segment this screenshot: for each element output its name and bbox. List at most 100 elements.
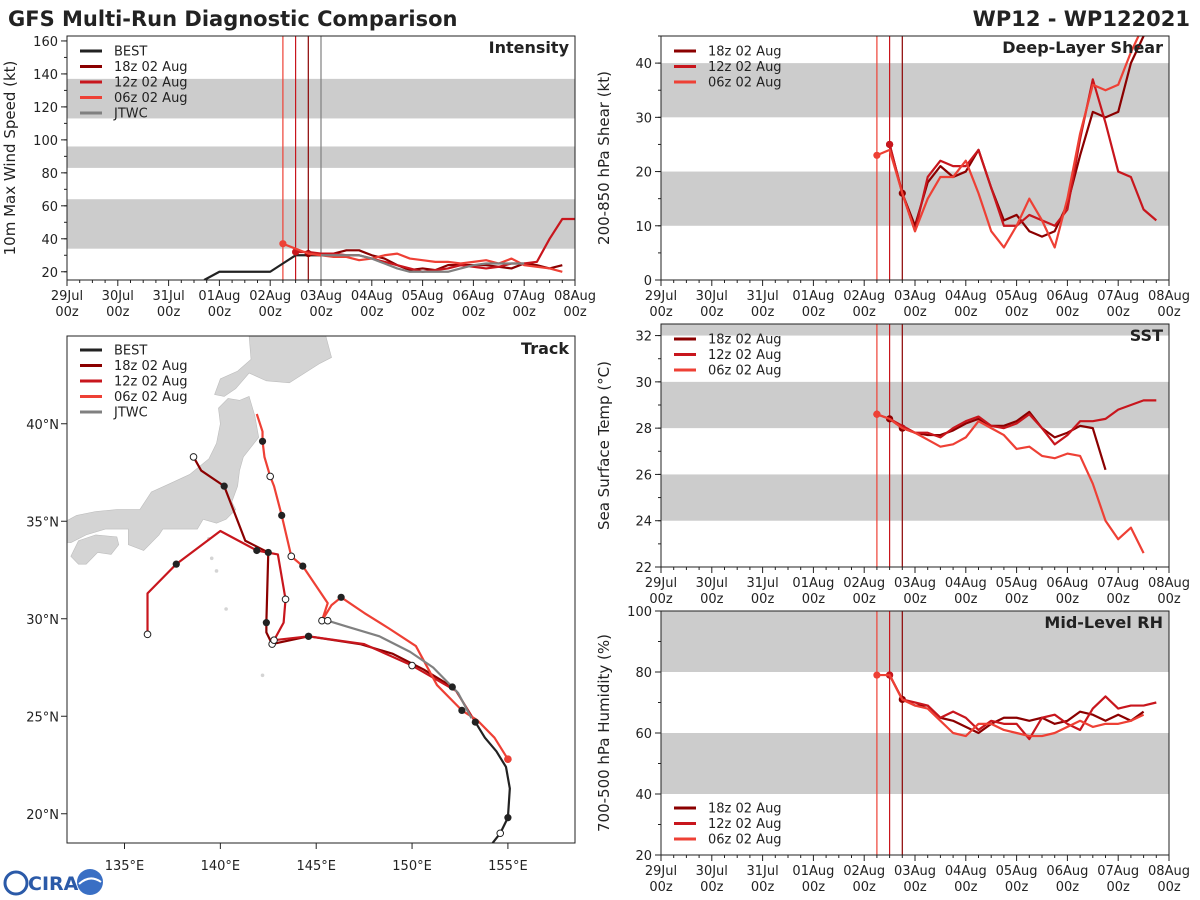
x-tick-label-date: 01Aug: [792, 576, 834, 591]
x-tick-label-date: 07Aug: [1097, 576, 1139, 591]
x-tick-label-hour: 00z: [649, 305, 673, 320]
series-line-best: [203, 254, 321, 280]
x-tick-label-date: 03Aug: [894, 864, 936, 879]
x-tick-label-date: 06Aug: [1046, 576, 1088, 591]
x-tick-label-hour: 00z: [1157, 592, 1181, 607]
y-tick-label: 40°N: [26, 418, 59, 433]
track-point-open: [408, 661, 416, 670]
landmass-shikoku: [70, 534, 120, 565]
x-tick-label-hour: 00z: [1056, 880, 1080, 895]
y-tick-label: 100: [627, 605, 652, 620]
legend-label-r12: 12z 02 Aug: [708, 348, 782, 363]
x-tick-label: 135°E: [105, 859, 145, 874]
track-point-filled: [458, 706, 466, 715]
x-tick-label-hour: 00z: [802, 305, 826, 320]
shaded-band: [661, 171, 1169, 226]
x-tick-label: 155°E: [488, 859, 528, 874]
landmass-honshu: [67, 396, 260, 551]
series-line-r06: [876, 413, 1145, 554]
shaded-band: [661, 474, 1169, 521]
y-tick-label: 32: [635, 330, 652, 345]
track-panel: 135°E 140°E 145°E 150°E 155°E 20°N 25°N 30°N 35°…: [26, 335, 576, 874]
x-tick-label-hour: 00z: [903, 592, 927, 607]
x-tick-label: 145°E: [296, 859, 336, 874]
x-tick-label-hour: 00z: [802, 880, 826, 895]
x-tick-label-hour: 00z: [700, 880, 724, 895]
x-tick-label-date: 05Aug: [996, 864, 1038, 879]
y-tick-label: 160: [33, 35, 58, 50]
x-tick-label-date: 02Aug: [249, 289, 291, 304]
x-tick-label-hour: 00z: [954, 880, 978, 895]
x-tick-label-hour: 00z: [360, 305, 384, 320]
panel-title: SST: [1130, 326, 1163, 345]
shear-panel: 01020304029Jul00z30Jul00z31Jul00z01Aug00…: [595, 35, 1190, 320]
x-tick-label-hour: 00z: [1056, 592, 1080, 607]
x-tick-label-date: 04Aug: [945, 864, 987, 879]
legend-label-r06: 06z 02 Aug: [114, 390, 188, 405]
series-group: [203, 217, 575, 280]
x-tick-label-hour: 00z: [462, 305, 486, 320]
map-group: [67, 336, 512, 843]
legend-label-best: BEST: [114, 45, 147, 60]
x-tick-label-hour: 00z: [1157, 880, 1181, 895]
y-tick-label: 26: [635, 468, 652, 483]
series-marker-r12: [886, 140, 894, 149]
y-tick-label: 30: [635, 111, 652, 126]
y-tick-label: 40: [41, 233, 58, 248]
series-group: [873, 671, 1157, 741]
series-line-jtwc: [321, 254, 525, 273]
x-tick-label-hour: 00z: [1107, 592, 1131, 607]
shaded-band: [661, 733, 1169, 794]
landmass-sakhalin: [257, 336, 279, 337]
legend-label-r12: 12z 02 Aug: [114, 76, 188, 91]
x-tick-label-date: 05Aug: [996, 289, 1038, 304]
x-tick-label-hour: 00z: [903, 305, 927, 320]
x-tick-label-hour: 00z: [1107, 880, 1131, 895]
x-tick-label-hour: 00z: [1005, 305, 1029, 320]
y-tick-label: 60: [41, 200, 58, 215]
x-tick-label-date: 30Jul: [696, 289, 728, 304]
x-tick-label-hour: 00z: [954, 305, 978, 320]
sst-panel: 22242628303229Jul00z30Jul00z31Jul00z01Au…: [595, 323, 1190, 607]
x-tick-label-hour: 00z: [55, 305, 79, 320]
y-tick-label: 20: [41, 266, 58, 281]
x-tick-label: 140°E: [201, 859, 241, 874]
series-line-r12: [876, 399, 1157, 446]
y-tick-label: 80: [635, 666, 652, 681]
x-tick-label-date: 01Aug: [792, 289, 834, 304]
x-tick-label-hour: 00z: [751, 880, 775, 895]
track-point-filled: [504, 814, 512, 822]
track-point-filled: [264, 548, 272, 557]
x-tick-label-hour: 00z: [513, 305, 537, 320]
axes-frame: [66, 335, 576, 844]
x-tick-label-date: 08Aug: [554, 289, 596, 304]
track-line-jtwc: [327, 619, 473, 719]
intensity-panel: 2040608010012014016029Jul00z30Jul00z31Ju…: [1, 35, 596, 320]
y-tick-label: 30: [635, 376, 652, 391]
shaded-band: [661, 611, 1169, 672]
x-tick-label-date: 03Aug: [894, 576, 936, 591]
x-tick-label-hour: 00z: [853, 880, 877, 895]
x-tick-label-hour: 00z: [649, 880, 673, 895]
y-axis-label: 700-500 hPa Humidity (%): [595, 634, 613, 832]
landmass-island: [224, 607, 228, 611]
track-point-filled: [253, 546, 261, 555]
x-tick-label-hour: 00z: [802, 592, 826, 607]
x-tick-label-date: 29Jul: [645, 864, 677, 879]
x-tick-label-date: 05Aug: [996, 576, 1038, 591]
legend-label-r06: 06z 02 Aug: [708, 833, 782, 848]
track-point-open: [323, 616, 332, 625]
x-tick-label-hour: 00z: [700, 305, 724, 320]
track-point-filled: [304, 632, 313, 640]
track-point-open: [281, 595, 290, 604]
x-tick-label-hour: 00z: [649, 592, 673, 607]
track-point-filled: [258, 437, 267, 445]
x-tick-label-hour: 00z: [751, 305, 775, 320]
series-marker-r06: [279, 240, 287, 248]
x-tick-label-date: 03Aug: [894, 289, 936, 304]
x-tick-label-date: 29Jul: [51, 289, 83, 304]
track-point-filled: [220, 482, 228, 490]
panel-title: Mid-Level RH: [1044, 613, 1163, 632]
y-tick-label: 20: [635, 166, 652, 181]
